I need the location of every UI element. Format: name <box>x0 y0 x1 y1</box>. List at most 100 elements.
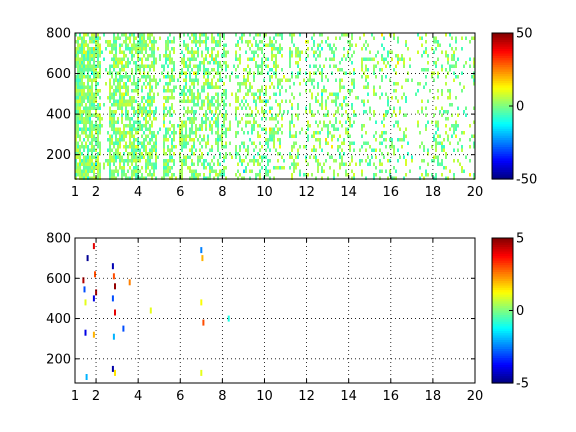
heatmap-cell <box>331 57 333 61</box>
heatmap-cell <box>79 120 81 124</box>
heatmap-cell <box>269 40 271 44</box>
heatmap-cell <box>149 117 151 121</box>
heatmap-cell <box>351 78 353 82</box>
heatmap-cell <box>169 127 171 131</box>
heatmap-cell <box>111 110 113 114</box>
heatmap-cell <box>153 47 155 51</box>
heatmap-cell <box>275 54 277 58</box>
heatmap-cell <box>435 40 437 44</box>
heatmap-cell <box>293 43 295 47</box>
heatmap-cell <box>113 169 115 173</box>
heatmap-cell <box>143 148 145 152</box>
heatmap-cell <box>183 106 185 110</box>
heatmap-cell <box>387 99 389 103</box>
heatmap-cell <box>119 103 121 107</box>
colorbar-step <box>492 96 513 100</box>
colorbar-step <box>492 376 513 380</box>
heatmap-cell <box>181 131 183 135</box>
heatmap-cell <box>297 61 299 65</box>
heatmap-cell <box>317 85 319 89</box>
heatmap-cell <box>187 106 189 110</box>
heatmap-cell <box>321 127 323 131</box>
colorbar-tick-label: -50 <box>516 173 537 188</box>
heatmap-cell <box>221 145 223 149</box>
colorbar-step <box>492 94 513 98</box>
heatmap-cell <box>225 155 227 159</box>
heatmap-cell <box>129 103 131 107</box>
heatmap-cell <box>171 176 173 180</box>
heatmap-cell <box>245 148 247 152</box>
heatmap-cell <box>225 110 227 114</box>
heatmap-cell <box>243 159 245 163</box>
heatmap-cell <box>417 82 419 86</box>
heatmap-cell <box>109 40 111 44</box>
heatmap-cell <box>207 78 209 82</box>
heatmap-cell <box>419 176 421 180</box>
heatmap-cell <box>325 138 327 142</box>
heatmap-cell <box>291 176 293 180</box>
heatmap-cell <box>195 64 197 68</box>
heatmap-cell <box>299 173 301 177</box>
heatmap-cell <box>215 85 217 89</box>
heatmap-cell <box>359 159 361 163</box>
heatmap-cell <box>271 75 273 79</box>
colorbar-step <box>492 278 513 282</box>
heatmap-cell <box>93 138 95 142</box>
heatmap-cell <box>153 117 155 121</box>
heatmap-cell <box>81 75 83 79</box>
heatmap-cell <box>129 75 131 79</box>
heatmap-cell <box>107 148 109 152</box>
y-tick-label: 200 <box>46 148 71 163</box>
heatmap-cell <box>127 162 129 166</box>
heatmap-cell <box>181 99 183 103</box>
heatmap-cell <box>115 75 117 79</box>
heatmap-cell <box>273 131 275 135</box>
heatmap-cell <box>153 113 155 117</box>
heatmap-cell <box>81 71 83 75</box>
heatmap-cell <box>243 145 245 149</box>
heatmap-cell <box>95 159 97 163</box>
heatmap-cell <box>195 134 197 138</box>
heatmap-cell <box>379 148 381 152</box>
heatmap-cell <box>319 138 321 142</box>
colorbar-step <box>492 258 513 262</box>
heatmap-cell <box>81 131 83 135</box>
heatmap-cell <box>187 141 189 145</box>
heatmap-cell <box>363 43 365 47</box>
heatmap-cell <box>253 50 255 54</box>
heatmap-cell <box>321 33 323 37</box>
heatmap-cell <box>99 50 101 54</box>
heatmap-cell <box>279 82 281 86</box>
heatmap-cell <box>87 54 89 58</box>
heatmap-cell <box>343 47 345 51</box>
heatmap-cell <box>393 166 395 170</box>
heatmap-cell <box>135 173 137 177</box>
heatmap-cell <box>151 85 153 89</box>
heatmap-cell <box>311 148 313 152</box>
heatmap-cell <box>119 89 121 93</box>
heatmap-cell <box>295 155 297 159</box>
heatmap-cell <box>77 134 79 138</box>
heatmap-cell <box>317 162 319 166</box>
colorbar-step <box>492 101 513 105</box>
heatmap-cell <box>351 103 353 107</box>
heatmap-cell <box>243 33 245 37</box>
heatmap-cell <box>435 145 437 149</box>
heatmap-cell <box>343 33 345 37</box>
heatmap-cell <box>119 155 121 159</box>
heatmap-cell <box>87 110 89 114</box>
heatmap-cell <box>279 33 281 37</box>
heatmap-cell <box>85 145 87 149</box>
colorbar-step <box>492 330 513 334</box>
heatmap-cell <box>397 54 399 58</box>
heatmap-cell <box>255 159 257 163</box>
heatmap-cell <box>337 96 339 100</box>
heatmap-cell <box>149 148 151 152</box>
heatmap-cell <box>169 78 171 82</box>
heatmap-cell <box>253 99 255 103</box>
heatmap-cell <box>107 159 109 163</box>
heatmap-cell <box>203 138 205 142</box>
heatmap-cell <box>139 43 141 47</box>
heatmap-cell <box>321 75 323 79</box>
